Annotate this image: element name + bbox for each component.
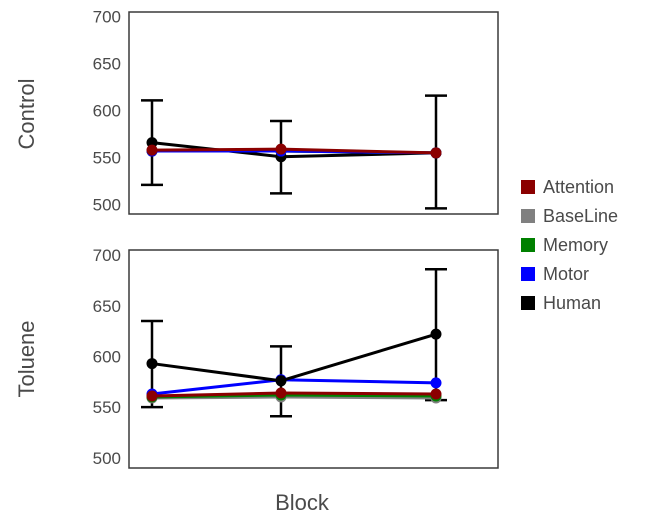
legend-swatch: [521, 180, 535, 194]
y-axis-label: Toluene: [14, 320, 39, 397]
plot-frame: [128, 249, 499, 469]
legend-label: Motor: [543, 264, 589, 284]
data-point-human: [275, 375, 287, 387]
y-tick-label: 600: [93, 102, 121, 121]
legend: Attention BaseLine Memory Motor Human: [521, 177, 618, 313]
y-tick-label: 700: [93, 246, 121, 265]
y-tick-label: 500: [93, 196, 121, 215]
plot-frame: [128, 11, 499, 215]
legend-swatch: [521, 238, 535, 252]
data-point-human: [430, 328, 442, 340]
legend-swatch: [521, 296, 535, 310]
x-axis-label: Block: [275, 490, 330, 515]
y-tick-label: 650: [93, 55, 121, 74]
y-tick-label: 600: [93, 347, 121, 366]
data-point-human: [146, 137, 158, 149]
legend-swatch: [521, 209, 535, 223]
panel-control: 500 550 600 650 700 Control: [14, 8, 499, 215]
data-point-attention: [430, 147, 442, 159]
data-point-motor: [430, 377, 442, 389]
data-point-attention: [275, 387, 287, 399]
legend-label: BaseLine: [543, 206, 618, 226]
legend-label: Memory: [543, 235, 608, 255]
legend-label: Human: [543, 293, 601, 313]
panel-toluene: 500 550 600 650 700 Toluene: [14, 246, 499, 469]
y-tick-label: 550: [93, 149, 121, 168]
y-axis-label: Control: [14, 79, 39, 150]
data-point-attention: [275, 143, 287, 155]
data-point-attention: [146, 390, 158, 402]
y-tick-label: 700: [93, 8, 121, 27]
data-point-attention: [146, 144, 158, 156]
data-point-human: [146, 358, 158, 370]
legend-swatch: [521, 267, 535, 281]
y-tick-label: 500: [93, 449, 121, 468]
data-point-attention: [430, 388, 442, 400]
y-tick-label: 650: [93, 297, 121, 316]
legend-label: Attention: [543, 177, 614, 197]
y-tick-label: 550: [93, 398, 121, 417]
